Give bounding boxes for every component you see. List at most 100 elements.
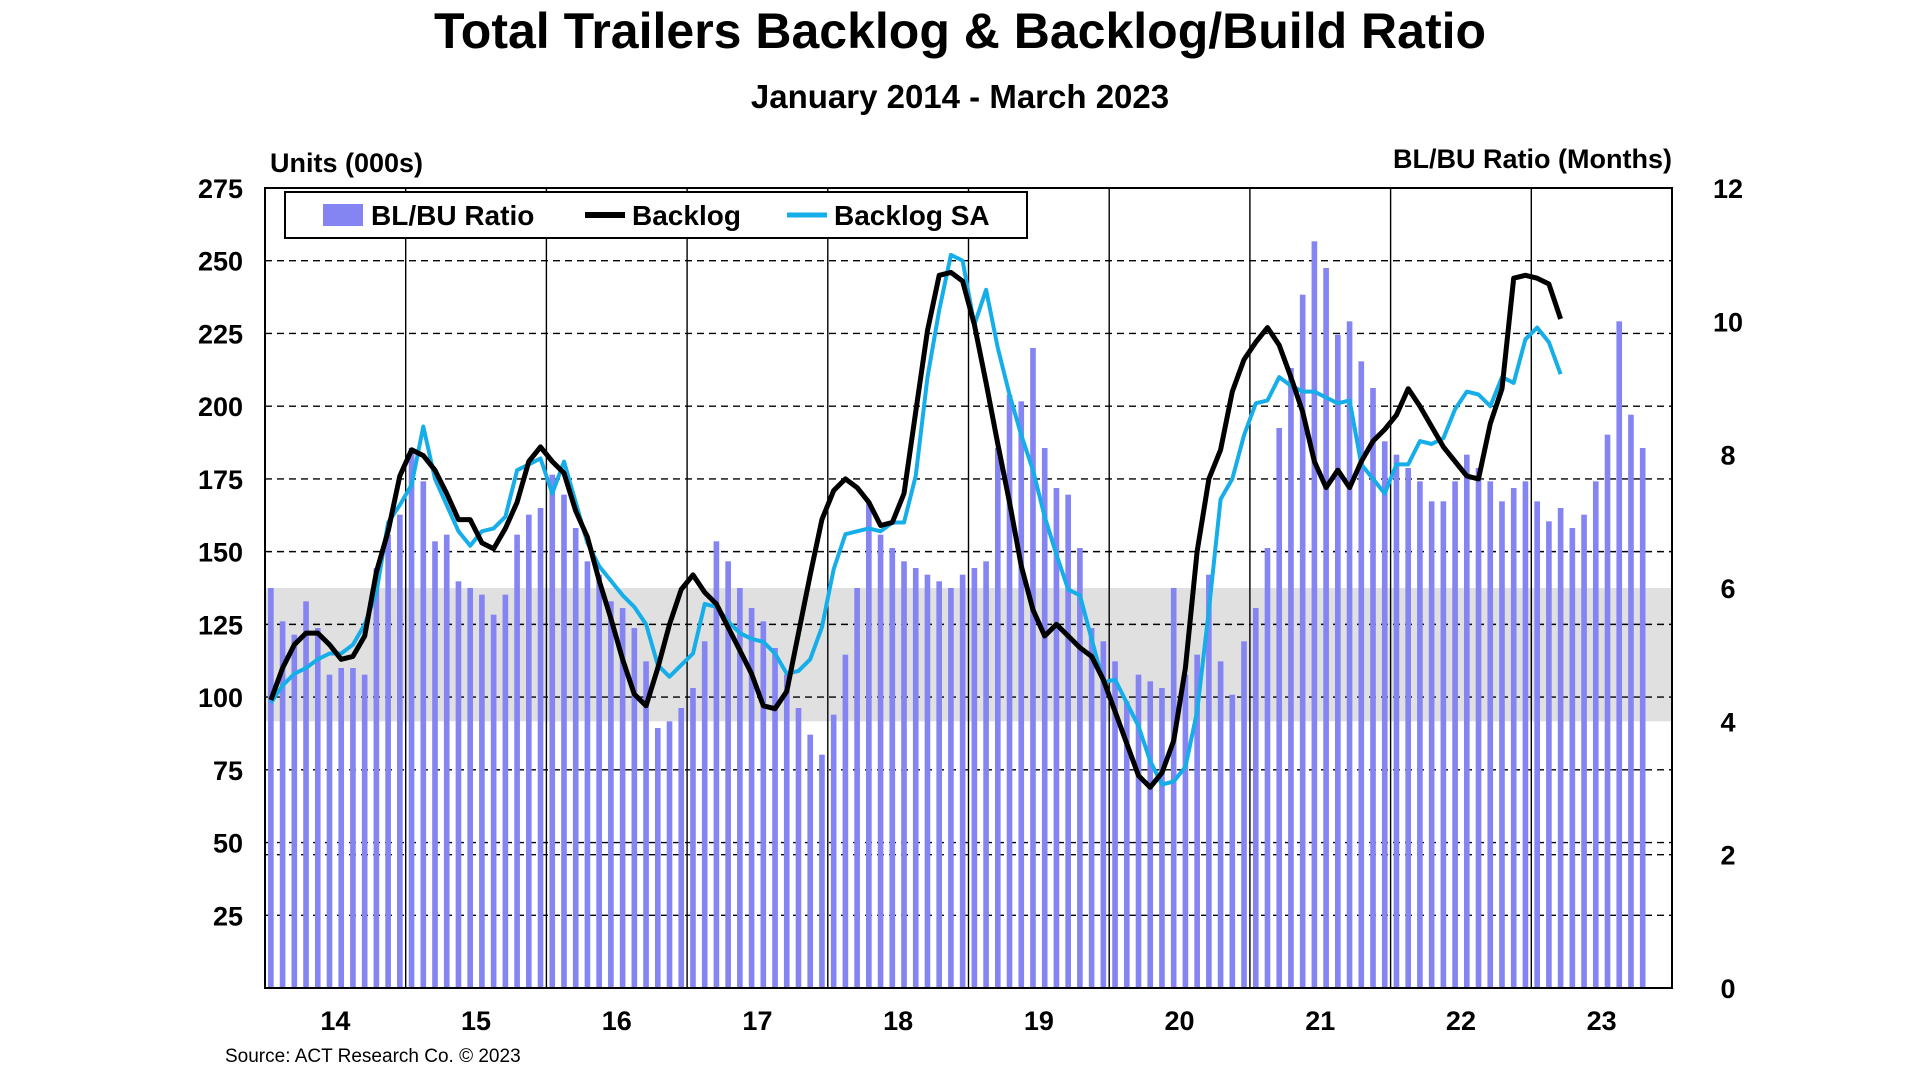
ratio-bar [1335, 334, 1341, 989]
x-tick-label: 20 [1165, 1006, 1195, 1036]
ratio-bar [959, 574, 966, 988]
ratio-bar [1194, 654, 1200, 988]
ratio-bar [490, 614, 497, 988]
ratio-bar [268, 588, 274, 988]
ratio-bar [1463, 454, 1470, 989]
ratio-bar [385, 534, 391, 988]
ratio-bar [373, 568, 380, 988]
left-tick-label: 275 [198, 174, 243, 204]
ratio-bar [666, 721, 673, 988]
ratio-bar [631, 628, 638, 988]
ratio-bar [525, 514, 532, 988]
ratio-bar [1241, 641, 1247, 988]
bl-bu-ratio-bars [268, 241, 1646, 989]
x-axis-ticks: 14 15 16 17 18 19 20 21 22 23 [320, 1006, 1616, 1036]
ratio-bar [795, 708, 802, 988]
ratio-bar [1147, 681, 1154, 988]
ratio-bar [1592, 481, 1599, 988]
left-tick-label: 125 [198, 610, 243, 640]
ratio-bar [549, 474, 556, 989]
ratio-bar [408, 448, 415, 988]
ratio-bar [1639, 448, 1646, 988]
x-tick-label: 22 [1446, 1006, 1476, 1036]
left-tick-label: 75 [213, 756, 243, 786]
ratio-bar [725, 561, 731, 988]
ratio-bar [713, 541, 720, 988]
left-tick-label: 150 [198, 538, 243, 568]
right-tick-label: 12 [1713, 174, 1743, 204]
plot-border [264, 187, 1673, 989]
ratio-bar [1405, 468, 1412, 988]
ratio-bar [1452, 481, 1458, 988]
ratio-bar [1065, 494, 1071, 988]
ratio-bar [830, 714, 837, 988]
ratio-bar [608, 601, 614, 988]
ratio-bar [1053, 488, 1060, 988]
ratio-bar [596, 574, 602, 988]
ratio-bar [1288, 368, 1294, 988]
ratio-bar [1499, 501, 1505, 988]
x-tick-label: 21 [1305, 1006, 1335, 1036]
x-tick-label: 16 [602, 1006, 632, 1036]
legend-entry-backlog-sa: Backlog SA [834, 200, 990, 231]
legend-entry-bl-bu-ratio: BL/BU Ratio [371, 200, 534, 231]
ratio-bar [1276, 428, 1283, 988]
ratio-bar [361, 674, 368, 988]
ratio-bar [1475, 468, 1482, 988]
ratio-bar [467, 588, 474, 988]
ratio-bar [443, 534, 450, 988]
left-tick-label: 50 [213, 829, 243, 859]
ratio-bar [1123, 701, 1130, 988]
ratio-bar [643, 661, 649, 988]
ratio-bar [1534, 501, 1540, 988]
ratio-bar [1030, 348, 1036, 988]
ratio-bar [1569, 528, 1576, 988]
ratio-bar [783, 674, 790, 988]
ratio-bar [279, 621, 286, 988]
x-tick-label: 15 [461, 1006, 491, 1036]
x-tick-label: 14 [320, 1006, 350, 1036]
ratio-bar [1311, 241, 1318, 989]
ratio-bar [584, 561, 591, 988]
legend-entry-backlog: Backlog [632, 200, 741, 231]
ratio-bar [432, 541, 438, 988]
ratio-bar [842, 654, 849, 988]
chart-title: Total Trailers Backlog & Backlog/Build R… [433, 3, 1487, 59]
ratio-bar [1264, 548, 1271, 988]
ratio-bar [455, 581, 462, 988]
ratio-bar [291, 634, 298, 988]
ratio-bar [772, 648, 778, 988]
ratio-bar [1100, 641, 1107, 988]
ratio-bar [1581, 514, 1587, 988]
ratio-bar [537, 508, 544, 988]
source-note: Source: ACT Research Co. © 2023 [225, 1046, 521, 1067]
ratio-bar [866, 501, 872, 988]
ratio-bar [690, 688, 696, 988]
ratio-bar [1417, 481, 1423, 988]
ratio-bar [924, 574, 931, 988]
ratio-bar [994, 448, 1001, 988]
ratio-bar [948, 588, 954, 988]
right-tick-label: 4 [1720, 707, 1735, 737]
ratio-bar [572, 528, 579, 988]
ratio-bar [1159, 688, 1165, 988]
right-tick-label: 8 [1720, 441, 1735, 471]
ratio-bar [420, 481, 427, 988]
ratio-bar [338, 668, 345, 988]
left-tick-label: 225 [198, 319, 243, 349]
ratio-bar [1604, 434, 1611, 989]
ratio-bar [1229, 694, 1236, 988]
ratio-bar [479, 594, 485, 988]
right-tick-label: 0 [1720, 974, 1735, 1004]
grid-lines [265, 188, 1672, 988]
ratio-bar [701, 641, 708, 988]
left-axis-ticks: 25 50 75 100 125 150 175 200 225 250 275 [198, 174, 243, 931]
legend-swatch-bl-bu-ratio [323, 204, 363, 226]
ratio-bar [1346, 321, 1353, 988]
right-axis-label: BL/BU Ratio (Months) [1393, 144, 1672, 174]
ratio-bar [326, 674, 333, 988]
ratio-bar [1557, 508, 1564, 988]
ratio-bar [654, 728, 661, 988]
ratio-bar [1252, 608, 1259, 988]
legend-box [284, 191, 1028, 239]
